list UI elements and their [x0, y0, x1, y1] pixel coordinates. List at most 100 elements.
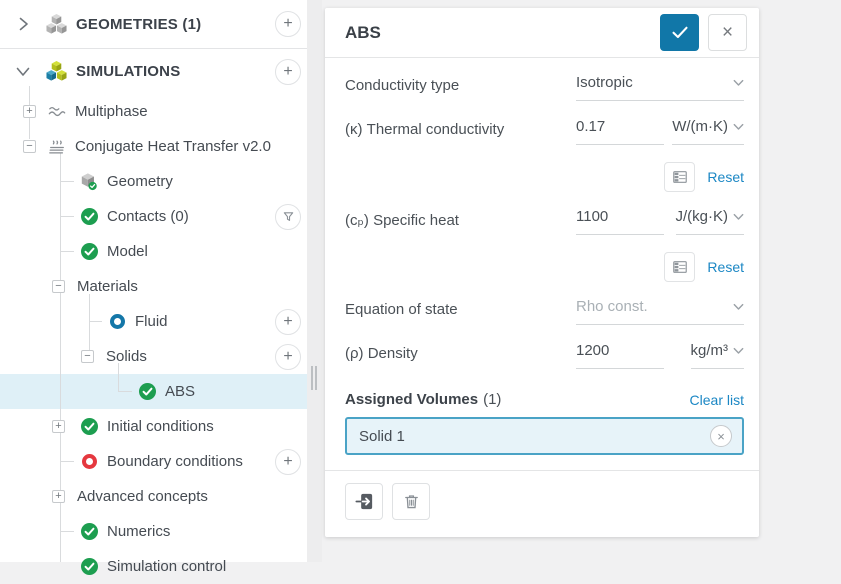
sidebar-item-conjugate-heat-transfer[interactable]: − Conjugate Heat Transfer v2.0: [0, 129, 307, 164]
geometries-label: GEOMETRIES (1): [76, 15, 202, 33]
tree-item-label: Conjugate Heat Transfer v2.0: [75, 138, 271, 155]
splitter-grip-icon: [311, 366, 313, 390]
heat-transfer-layers-icon: [48, 138, 66, 156]
tree-item-label: Fluid: [135, 313, 168, 330]
assigned-volume-name: Solid 1: [359, 427, 405, 445]
equation-of-state-value: Rho const.: [576, 298, 648, 315]
chevron-right-icon[interactable]: [15, 16, 31, 32]
specific-heat-row: (cₚ) Specific heat 1100 J/(kg·K): [345, 208, 744, 243]
check-status-icon: [138, 383, 156, 401]
tree-item-label: Numerics: [107, 523, 171, 540]
tree-item-label: Geometry: [107, 173, 173, 190]
tree-guide-tick: [118, 391, 132, 392]
save-to-library-button[interactable]: [345, 483, 383, 520]
conductivity-type-select[interactable]: Isotropic: [576, 74, 744, 101]
fluid-ring-icon: [108, 313, 126, 331]
tree-item-label: Materials: [77, 278, 138, 295]
sidebar-item-simulation-control[interactable]: Simulation control: [0, 549, 307, 584]
sidebar-item-advanced-concepts[interactable]: + Advanced concepts: [0, 479, 307, 514]
project-tree-sidebar: GEOMETRIES (1) + SIMULATIONS + + Multiph…: [0, 0, 307, 575]
check-status-icon: [80, 523, 98, 541]
chevron-down-icon: [733, 303, 744, 310]
collapse-toggle-icon[interactable]: −: [23, 140, 36, 153]
confirm-button[interactable]: [660, 14, 699, 51]
tree-guide-tick: [60, 251, 74, 252]
density-row: (ρ) Density 1200 kg/m³: [345, 342, 744, 377]
tree-guide-tick: [60, 181, 74, 182]
thermal-conductivity-table-button[interactable]: [664, 162, 696, 192]
check-status-icon: [80, 243, 98, 261]
tree-item-label: Model: [107, 243, 148, 260]
specific-heat-label: (cₚ) Specific heat: [345, 212, 459, 229]
expand-toggle-icon[interactable]: +: [23, 105, 36, 118]
sidebar-item-numerics[interactable]: Numerics: [0, 514, 307, 549]
thermal-conductivity-reset-link[interactable]: Reset: [707, 169, 744, 185]
table-icon: [673, 261, 687, 273]
panel-footer: [345, 471, 744, 520]
expand-toggle-icon[interactable]: +: [52, 490, 65, 503]
specific-heat-reset-link[interactable]: Reset: [707, 259, 744, 275]
sidebar-item-model[interactable]: Model: [0, 234, 307, 269]
save-import-icon: [354, 493, 372, 510]
sidebar-item-solids[interactable]: − Solids +: [0, 339, 307, 374]
thermal-conductivity-unit-select[interactable]: W/(m·K): [672, 118, 744, 145]
trash-icon: [404, 495, 418, 509]
chevron-down-icon[interactable]: [15, 64, 31, 80]
simulation-tree: + Multiphase − Conjugate Heat Transfer v…: [0, 94, 307, 584]
equation-of-state-label: Equation of state: [345, 301, 458, 318]
sidebar-item-fluid[interactable]: Fluid +: [0, 304, 307, 339]
chevron-down-icon: [733, 213, 744, 220]
geometry-cube-check-icon: [80, 173, 98, 191]
equation-of-state-select: Rho const.: [576, 298, 744, 325]
filter-contacts-button[interactable]: [275, 203, 301, 230]
chevron-down-icon: [733, 123, 744, 130]
close-button[interactable]: ×: [708, 14, 747, 51]
tree-item-label: Initial conditions: [107, 418, 214, 435]
check-status-icon: [80, 208, 98, 226]
panel-header: ABS ×: [325, 8, 759, 58]
simulations-header[interactable]: SIMULATIONS +: [0, 49, 307, 94]
sidebar-item-contacts[interactable]: Contacts (0): [0, 199, 307, 234]
thermal-conductivity-input[interactable]: 0.17: [576, 118, 664, 145]
tree-guide-line: [89, 294, 90, 356]
specific-heat-unit-select[interactable]: J/(kg·K): [675, 208, 744, 235]
sidebar-item-initial-conditions[interactable]: + Initial conditions: [0, 409, 307, 444]
check-status-icon: [80, 418, 98, 436]
panel-splitter[interactable]: [307, 0, 322, 562]
sidebar-item-boundary-conditions[interactable]: Boundary conditions +: [0, 444, 307, 479]
tree-guide-line: [60, 153, 61, 562]
tree-guide-tick: [60, 216, 74, 217]
tree-item-label: Simulation control: [107, 558, 227, 575]
table-icon: [673, 171, 687, 183]
add-geometry-button[interactable]: +: [275, 11, 301, 37]
sidebar-item-multiphase[interactable]: + Multiphase: [0, 94, 307, 129]
splitter-grip-icon: [315, 366, 317, 390]
chevron-down-icon: [733, 79, 744, 86]
add-solid-material-button[interactable]: +: [275, 343, 301, 370]
collapse-toggle-icon[interactable]: −: [52, 280, 65, 293]
specific-heat-table-button[interactable]: [664, 252, 696, 282]
tree-guide-tick: [89, 321, 102, 322]
sidebar-item-abs-selected[interactable]: ABS: [0, 374, 307, 409]
sidebar-item-materials[interactable]: − Materials: [0, 269, 307, 304]
specific-heat-actions: Reset: [345, 252, 744, 282]
remove-volume-button[interactable]: ×: [710, 425, 732, 447]
clear-list-link[interactable]: Clear list: [689, 391, 744, 408]
sidebar-item-geometry[interactable]: Geometry: [0, 164, 307, 199]
collapse-toggle-icon[interactable]: −: [81, 350, 94, 363]
add-simulation-button[interactable]: +: [275, 58, 301, 85]
add-boundary-condition-button[interactable]: +: [275, 448, 301, 475]
tree-item-label: Advanced concepts: [77, 488, 208, 505]
specific-heat-input[interactable]: 1100: [576, 208, 664, 235]
density-input[interactable]: 1200: [576, 342, 664, 369]
unit-label: W/(m·K): [672, 118, 728, 135]
unit-label: J/(kg·K): [675, 208, 729, 225]
panel-body: Conductivity type Isotropic (κ) Thermal …: [325, 58, 759, 520]
add-fluid-material-button[interactable]: +: [275, 308, 301, 335]
geometries-header[interactable]: GEOMETRIES (1) +: [0, 0, 307, 49]
delete-material-button[interactable]: [392, 483, 430, 520]
chevron-down-icon: [733, 347, 744, 354]
expand-toggle-icon[interactable]: +: [52, 420, 65, 433]
density-unit-select[interactable]: kg/m³: [690, 342, 744, 369]
assigned-volume-item[interactable]: Solid 1 ×: [345, 417, 744, 455]
